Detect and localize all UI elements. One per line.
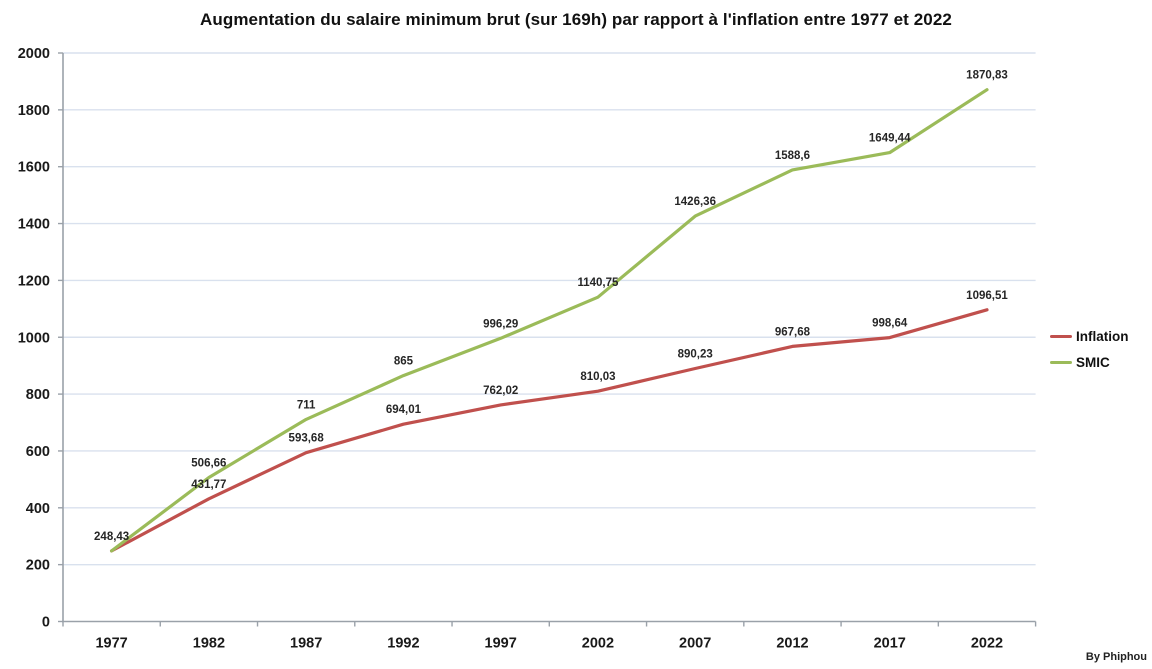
smic-series-line <box>109 88 989 553</box>
y-tick-label: 600 <box>26 444 50 460</box>
inflation-data-label: 593,68 <box>289 433 325 445</box>
legend-label-smic: SMIC <box>1076 355 1110 370</box>
smic-data-label: 1649,44 <box>869 133 911 145</box>
y-tick-label: 1800 <box>18 103 50 119</box>
inflation-data-label: 810,03 <box>580 371 615 383</box>
x-tick-label: 2012 <box>776 636 808 652</box>
smic-data-label: 1426,36 <box>674 196 716 208</box>
smic-data-label: 1140,75 <box>577 277 619 289</box>
x-tick-label: 1982 <box>193 636 225 652</box>
y-tick-label: 1600 <box>18 160 50 176</box>
x-tick-label: 1992 <box>387 636 419 652</box>
x-tick-label: 1977 <box>95 636 127 652</box>
inflation-data-label: 694,01 <box>386 404 422 416</box>
smic-data-label: 711 <box>297 399 316 411</box>
y-tick-label: 2000 <box>18 46 50 62</box>
inflation-line-marker <box>1050 335 1072 338</box>
y-tick-label: 800 <box>26 387 50 403</box>
x-tick-label: 2002 <box>582 636 614 652</box>
x-tick-label: 1987 <box>290 636 322 652</box>
credit-text: By Phiphou <box>1085 651 1147 663</box>
legend-label-inflation: Inflation <box>1076 329 1129 344</box>
x-tick-label: 2022 <box>971 636 1003 652</box>
y-tick-label: 0 <box>42 615 50 631</box>
smic-data-label: 996,29 <box>483 318 518 330</box>
y-tick-label: 1400 <box>18 217 50 233</box>
legend-item-smic: SMIC <box>1050 355 1129 370</box>
smic-data-label: 865 <box>394 356 414 368</box>
inflation-data-label: 431,77 <box>191 479 226 491</box>
chart-title: Augmentation du salaire minimum brut (su… <box>200 10 952 29</box>
smic-data-label: 506,66 <box>191 457 226 469</box>
chart-legend: Inflation SMIC <box>1050 329 1129 370</box>
inflation-data-label: 762,02 <box>483 385 518 397</box>
x-tick-label: 2007 <box>679 636 711 652</box>
y-tick-label: 200 <box>26 558 50 574</box>
y-tick-label: 1200 <box>18 273 50 289</box>
y-tick-label: 400 <box>26 501 50 517</box>
smic-line-marker <box>1050 361 1072 364</box>
inflation-data-label: 890,23 <box>678 348 713 360</box>
inflation-data-label: 248,43 <box>94 531 129 543</box>
inflation-data-label: 998,64 <box>872 318 908 330</box>
y-tick-label: 1000 <box>18 330 50 346</box>
x-tick-label: 1997 <box>485 636 517 652</box>
inflation-series-line <box>109 308 989 553</box>
legend-item-inflation: Inflation <box>1050 329 1129 344</box>
smic-data-label: 1588,6 <box>775 150 810 162</box>
inflation-data-label: 1096,51 <box>966 290 1008 302</box>
inflation-data-label: 967,68 <box>775 326 811 338</box>
x-tick-label: 2017 <box>874 636 906 652</box>
smic-data-label: 1870,83 <box>966 70 1008 82</box>
